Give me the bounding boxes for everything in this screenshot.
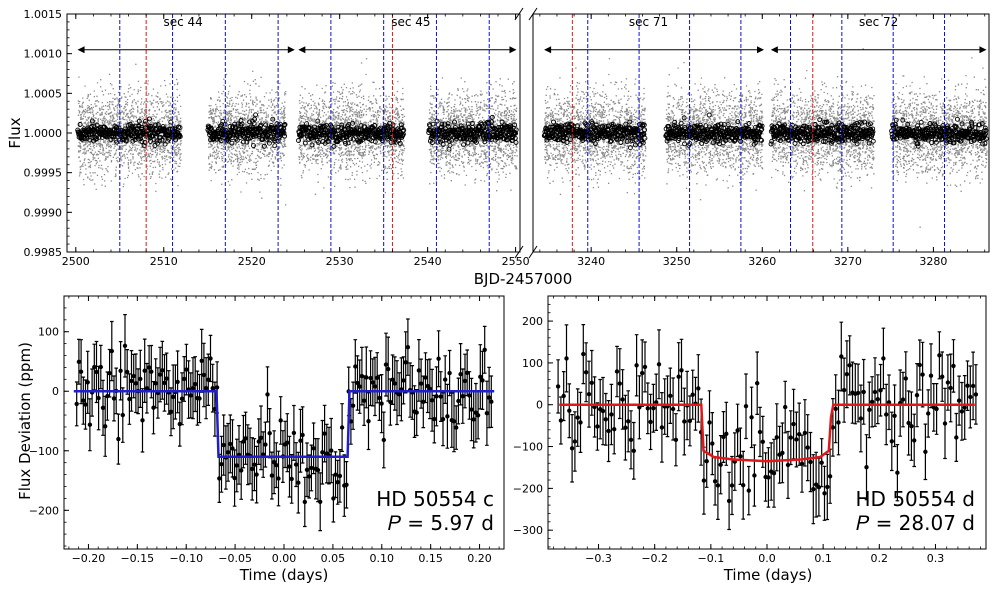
x-tick-label: 0.10 (370, 552, 395, 565)
y-tick-label: 1.0015 (24, 8, 63, 21)
x-tick-label: −0.05 (218, 552, 252, 565)
y-tick-label: −300 (513, 524, 543, 537)
sector-label: sec 72 (859, 15, 898, 29)
plot-area (75, 14, 519, 252)
sector-label: sec 71 (629, 15, 668, 29)
sector-arrow-left (770, 46, 778, 54)
x-tick-label: −0.3 (585, 552, 612, 565)
x-tick-label: 0.3 (927, 552, 945, 565)
y-tick-label: 1.0010 (24, 48, 63, 61)
y-tick-label: 0 (52, 385, 59, 398)
x-tick-label: −0.1 (697, 552, 724, 565)
axis-break-mark (514, 7, 524, 21)
x-tick-label: 2550 (502, 255, 530, 268)
sector-arrow-right (509, 46, 517, 54)
transit-model-line (73, 389, 495, 458)
y-tick-label: 100 (38, 326, 59, 339)
plot-frame (532, 13, 990, 253)
x-tick-label: 0.15 (418, 552, 443, 565)
y-tick-label: 100 (522, 357, 543, 370)
planet-c-period: 𝑃 = 5.97 d (388, 511, 494, 535)
plot-area (541, 14, 989, 252)
top-x-axis-label: BJD-2457000 (474, 270, 572, 288)
binned-flux-points (75, 112, 519, 152)
bottom-left-transit-panel: −0.20 −0.15 −0.10 −0.05 0.00 0.05 0.10 0.15 0.20… (29, 295, 505, 565)
plot-area (73, 314, 495, 532)
x-tick-label: 2540 (414, 255, 442, 268)
y-tick-label: 1.0000 (24, 127, 63, 140)
x-tick-label: 3260 (748, 255, 776, 268)
y-tick-label: 0 (536, 399, 543, 412)
x-tick-label: −0.10 (169, 552, 203, 565)
planet-c-name: HD 50554 c (376, 487, 494, 511)
y-tick-label: 1.0005 (24, 87, 63, 100)
sector-label: sec 45 (391, 15, 430, 29)
bottom-right-transit-panel: −0.3 −0.2 −0.1 0.0 0.1 0.2 0.3 −300 −200 −100 0 100… (513, 295, 987, 565)
x-tick-label: 0.0 (758, 552, 776, 565)
top-right-lightcurve-panel: sec 71 sec 72 3240 3250 3260 3270 3280 (514, 7, 990, 268)
sector-arrow-right (979, 46, 987, 54)
y-tick-label: 0.9995 (24, 167, 63, 180)
axis-break-mark (514, 245, 524, 259)
planet-d-period: 𝑃 = 28.07 d (856, 511, 975, 535)
figure-labels: Flux BJD-2457000 Flux Deviation (ppm) Ti… (6, 117, 975, 584)
x-tick-label: 0.2 (871, 552, 889, 565)
axis-break-mark (528, 245, 538, 259)
x-tick-label: −0.20 (72, 552, 106, 565)
x-tick-label: 2520 (238, 255, 266, 268)
x-tick-label: 0.1 (814, 552, 832, 565)
bottom-left-x-axis-label: Time (days) (239, 566, 329, 584)
sector-arrow-left (544, 46, 552, 54)
y-tick-label: 0.9990 (24, 206, 63, 219)
x-tick-label: −0.2 (641, 552, 668, 565)
x-tick-label: 3280 (919, 255, 947, 268)
binned-flux-points (541, 112, 989, 151)
x-tick-label: 2510 (150, 255, 178, 268)
plot-area (555, 321, 979, 531)
x-tick-label: 0.20 (467, 552, 492, 565)
x-tick-label: 3250 (663, 255, 691, 268)
x-tick-label: 0.05 (321, 552, 346, 565)
y-tick-label: −200 (29, 504, 59, 517)
top-left-lightcurve-panel: sec 44 sec 45 2500 2510 2520 2530 2540 2550 0.99… (24, 8, 530, 268)
bottom-right-x-axis-label: Time (days) (723, 566, 813, 584)
sector-arrow-left (298, 46, 306, 54)
y-tick-label: −200 (513, 482, 543, 495)
axis-break-mark (528, 7, 538, 21)
y-tick-label: −100 (513, 441, 543, 454)
x-tick-label: −0.15 (120, 552, 154, 565)
transit-model-line (559, 403, 975, 463)
top-y-axis-label: Flux (6, 117, 24, 148)
binned-data-points (74, 343, 494, 505)
sector-arrow-right (756, 46, 764, 54)
planet-d-name: HD 50554 d (856, 487, 975, 511)
y-tick-label: −100 (29, 445, 59, 458)
sector-label: sec 44 (163, 15, 202, 29)
x-tick-label: 2500 (62, 255, 90, 268)
y-tick-label: 200 (522, 315, 543, 328)
sector-arrow-left (77, 46, 85, 54)
x-tick-label: 3240 (577, 255, 605, 268)
x-tick-label: 0.00 (272, 552, 297, 565)
sector-arrow-right (287, 46, 295, 54)
x-tick-label: 3270 (834, 255, 862, 268)
bottom-left-y-axis-label: Flux Deviation (ppm) (16, 342, 34, 500)
x-tick-label: 2530 (326, 255, 354, 268)
y-tick-label: 0.9985 (24, 246, 63, 259)
